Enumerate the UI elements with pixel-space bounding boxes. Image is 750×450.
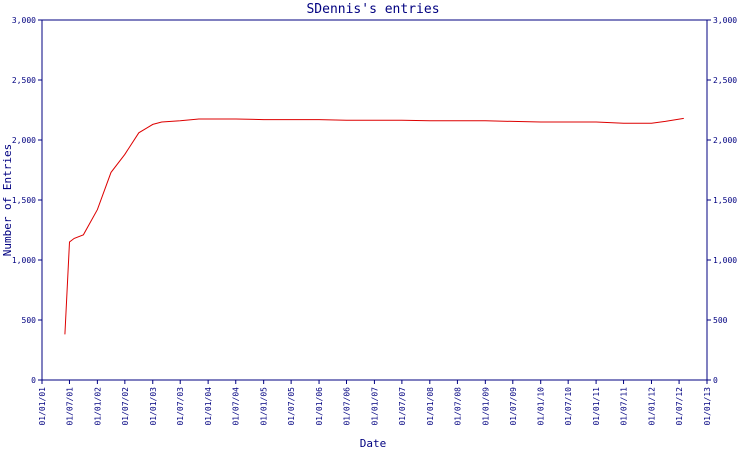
y-ticks-left: 0 500 1,000 1,500 2,000 2,500 3,000 <box>12 16 42 385</box>
x-axis-title: Date <box>360 437 387 450</box>
x-ticks: 01/01/01 01/07/01 01/01/02 01/07/02 01/01/03… <box>38 380 712 426</box>
x-tick-label: 01/07/07 <box>398 387 407 426</box>
x-tick-label: 01/01/04 <box>204 387 213 426</box>
x-tick-label: 01/01/13 <box>703 387 712 426</box>
x-tick-label: 01/07/10 <box>564 387 573 426</box>
x-tick-label: 01/01/05 <box>260 387 269 426</box>
y-tick-label-right: 2,000 <box>713 136 737 145</box>
y-tick-label-left: 2,500 <box>12 76 36 85</box>
x-tick-label: 01/07/09 <box>509 387 518 426</box>
x-tick-label: 01/01/10 <box>537 387 546 426</box>
y-tick-label-left: 3,000 <box>12 16 36 25</box>
y-ticks-right: 0 500 1,000 1,500 2,000 2,500 3,000 <box>707 16 737 385</box>
y-tick-label-right: 2,500 <box>713 76 737 85</box>
series-line <box>64 117 684 335</box>
chart-title: SDennis's entries <box>306 2 439 17</box>
y-tick-label-right: 1,500 <box>713 196 737 205</box>
x-tick-label: 01/07/06 <box>343 387 352 426</box>
y-tick-label-right: 0 <box>713 376 718 385</box>
y-tick-label-left: 1,500 <box>12 196 36 205</box>
y-tick-label-right: 3,000 <box>713 16 737 25</box>
x-tick-label: 01/07/12 <box>675 387 684 426</box>
x-tick-label: 01/01/09 <box>481 387 490 426</box>
x-tick-label: 01/07/05 <box>287 387 296 426</box>
plot-frame <box>41 19 708 381</box>
y-tick-label-left: 500 <box>22 316 37 325</box>
y-tick-label-right: 500 <box>713 316 728 325</box>
x-tick-label: 01/01/03 <box>149 387 158 426</box>
x-tick-label: 01/07/08 <box>453 387 462 426</box>
y-tick-label-left: 2,000 <box>12 136 36 145</box>
x-tick-label: 01/01/01 <box>38 387 47 426</box>
x-tick-label: 01/01/11 <box>592 387 601 426</box>
y-axis-title: Number of Entries <box>1 144 14 257</box>
x-tick-label: 01/07/01 <box>65 387 74 426</box>
x-tick-label: 01/01/06 <box>315 387 324 426</box>
y-tick-label-left: 0 <box>31 376 36 385</box>
x-tick-label: 01/01/08 <box>426 387 435 426</box>
x-tick-label: 01/01/07 <box>370 387 379 426</box>
x-tick-label: 01/01/02 <box>93 387 102 426</box>
x-tick-label: 01/07/04 <box>232 387 241 426</box>
x-tick-label: 01/07/03 <box>176 387 185 426</box>
y-tick-label-right: 1,000 <box>713 256 737 265</box>
x-tick-label: 01/07/11 <box>620 387 629 426</box>
x-tick-label: 01/07/02 <box>121 387 130 426</box>
y-tick-label-left: 1,000 <box>12 256 36 265</box>
x-tick-label: 01/01/12 <box>647 387 656 426</box>
